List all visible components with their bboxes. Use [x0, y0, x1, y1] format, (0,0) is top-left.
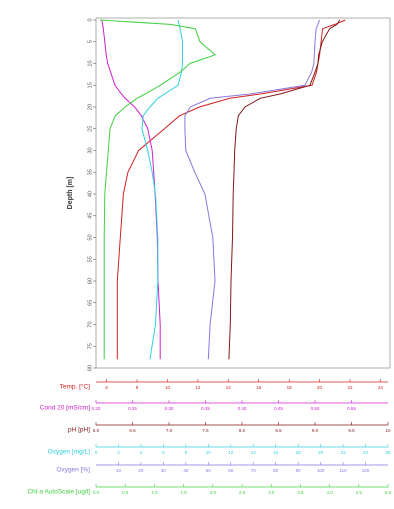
x-tick-label: 50 [206, 468, 212, 473]
x-tick-label: 26 [385, 450, 391, 455]
x-tick-label: 20 [317, 385, 323, 390]
y-tick-label: 50 [87, 234, 93, 240]
x-tick-label: 0.5 [122, 490, 129, 495]
x-axis-label: Oxygen [%] [56, 467, 90, 474]
x-tick-label: 0.25 [128, 406, 137, 411]
x-tick-label: 6 [162, 450, 165, 455]
x-tick-label: 24 [363, 450, 369, 455]
profile-line [116, 19, 346, 360]
x-tick-label: 0.55 [347, 406, 356, 411]
x-tick-label: 12 [228, 450, 234, 455]
x-tick-label: 4.0 [326, 490, 333, 495]
x-tick-label: 0.35 [201, 406, 210, 411]
x-tick-label: 7.5 [202, 428, 209, 433]
profile-line [228, 19, 341, 360]
x-axis-label: pH [pH] [68, 427, 90, 434]
x-tick-label: 6.5 [129, 428, 136, 433]
x-tick-label: 22 [341, 450, 347, 455]
x-tick-label: 60 [228, 468, 234, 473]
y-tick-label: 75 [87, 343, 93, 349]
x-tick-label: 14 [226, 385, 232, 390]
profile-line [100, 19, 217, 360]
x-tick-label: 7.0 [166, 428, 173, 433]
x-tick-label: 12 [195, 385, 201, 390]
x-tick-label: 10 [385, 428, 391, 433]
x-tick-label: 18 [287, 385, 293, 390]
x-tick-label: 4 [140, 450, 143, 455]
x-tick-label: 0.45 [274, 406, 283, 411]
x-tick-label: 100 [317, 468, 325, 473]
x-tick-label: 24 [378, 385, 384, 390]
y-tick-label: 70 [87, 321, 93, 327]
x-tick-label: 22 [347, 385, 353, 390]
y-tick-label: 0 [87, 18, 93, 21]
x-tick-label: 20 [138, 468, 144, 473]
x-tick-label: 8 [136, 385, 139, 390]
y-axis-label: Depth [m] [67, 177, 74, 210]
y-tick-label: 55 [87, 256, 93, 262]
y-tick-label: 80 [87, 365, 93, 371]
x-tick-label: 8.0 [239, 428, 246, 433]
x-tick-label: 1.5 [180, 490, 187, 495]
y-tick-label: 30 [87, 147, 93, 153]
x-tick-label: 0.50 [311, 406, 320, 411]
x-tick-label: 6 [105, 385, 108, 390]
x-tick-label: 18 [296, 450, 302, 455]
profile-line [141, 19, 183, 360]
x-axis-label: Temp. [°C] [60, 383, 91, 391]
y-tick-label: 60 [87, 278, 93, 284]
x-tick-label: 0.20 [92, 406, 101, 411]
x-tick-label: 9.0 [312, 428, 319, 433]
x-tick-label: 80 [273, 468, 279, 473]
y-tick-label: 15 [87, 82, 93, 88]
x-tick-label: 0 [95, 450, 98, 455]
x-tick-label: 9.5 [348, 428, 355, 433]
x-tick-label: 16 [273, 450, 279, 455]
y-tick-label: 5 [87, 40, 93, 43]
y-tick-label: 10 [87, 60, 93, 66]
x-tick-label: 2.5 [239, 490, 246, 495]
profile-line [184, 19, 320, 360]
x-tick-label: 4.5 [356, 490, 363, 495]
y-tick-label: 65 [87, 300, 93, 306]
x-tick-label: 1.0 [151, 490, 158, 495]
y-tick-label: 25 [87, 126, 93, 132]
x-tick-label: 16 [256, 385, 262, 390]
x-tick-label: 30 [161, 468, 167, 473]
x-tick-label: 14 [251, 450, 257, 455]
x-tick-label: 0.40 [238, 406, 247, 411]
x-tick-label: 90 [296, 468, 302, 473]
x-axis-label: Cond 20 [mS/cm] [40, 405, 90, 412]
y-tick-label: 35 [87, 169, 93, 175]
x-tick-label: 2.0 [210, 490, 217, 495]
x-tick-label: 8.5 [275, 428, 282, 433]
x-tick-label: 2 [117, 450, 120, 455]
x-tick-label: 10 [206, 450, 212, 455]
x-tick-label: 6.0 [93, 428, 100, 433]
y-tick-label: 20 [87, 104, 93, 110]
x-tick-label: 40 [183, 468, 189, 473]
x-tick-label: 5.0 [385, 490, 392, 495]
y-tick-label: 45 [87, 213, 93, 219]
x-tick-label: 10 [116, 468, 122, 473]
x-tick-label: 0.0 [93, 490, 100, 495]
x-tick-label: 70 [251, 468, 257, 473]
y-tick-label: 40 [87, 191, 93, 197]
x-tick-label: 10 [165, 385, 171, 390]
x-axis-label: Oxygen [mg/L] [48, 449, 90, 456]
x-tick-label: 3.5 [297, 490, 304, 495]
x-tick-label: 110 [339, 468, 347, 473]
profile-line [101, 19, 161, 360]
plot-frame [95, 17, 391, 369]
x-tick-label: 20 [318, 450, 324, 455]
x-tick-label: 8 [185, 450, 188, 455]
x-tick-label: 3.0 [268, 490, 275, 495]
x-axis-label: Chl-a AutoScale [ug/l] [27, 489, 90, 496]
x-tick-label: 120 [362, 468, 370, 473]
x-tick-label: 0.30 [165, 406, 174, 411]
